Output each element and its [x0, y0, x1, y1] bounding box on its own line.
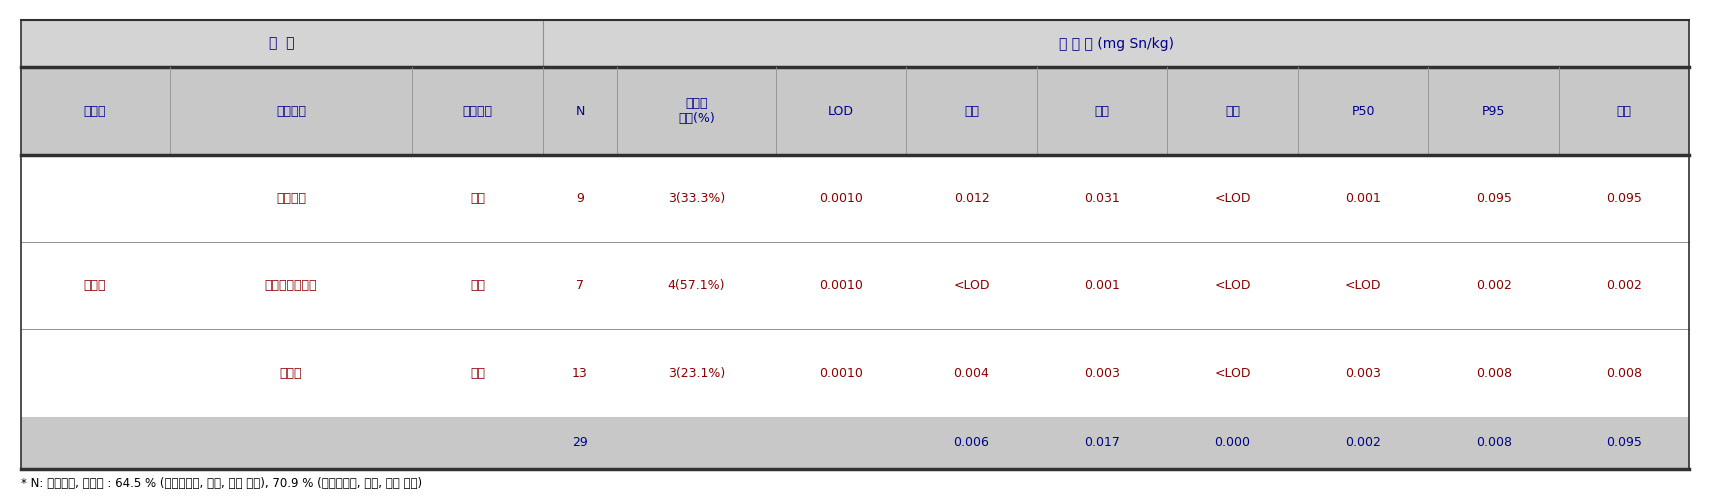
Bar: [21, 20, 1689, 67]
Text: 0.0010: 0.0010: [819, 279, 864, 292]
Text: 4(57.1%): 4(57.1%): [667, 279, 725, 292]
Text: 0.008: 0.008: [1606, 366, 1642, 380]
Text: 0.004: 0.004: [954, 366, 990, 380]
Text: 과메기: 과메기: [280, 366, 303, 380]
Text: 0.095: 0.095: [1606, 192, 1642, 205]
Text: <LOD: <LOD: [1214, 192, 1250, 205]
Bar: [21, 417, 1689, 469]
Text: 최대: 최대: [1616, 104, 1631, 118]
Text: <LOD: <LOD: [1214, 279, 1250, 292]
Text: 0.008: 0.008: [1476, 436, 1512, 450]
Text: 틸라피아: 틸라피아: [275, 192, 306, 205]
Text: 수산물: 수산물: [84, 279, 106, 292]
Text: 29: 29: [573, 436, 588, 450]
Text: 0.001: 0.001: [1084, 279, 1120, 292]
Text: 구  분: 구 분: [268, 36, 294, 51]
Text: 검 출 량 (mg Sn/kg): 검 출 량 (mg Sn/kg): [1058, 36, 1173, 51]
Text: 0.001: 0.001: [1346, 192, 1382, 205]
Text: LOD: LOD: [828, 104, 853, 118]
Text: 0.008: 0.008: [1476, 366, 1512, 380]
Text: 전체: 전체: [470, 192, 486, 205]
Text: <LOD: <LOD: [1344, 279, 1382, 292]
Text: 전체: 전체: [470, 366, 486, 380]
Text: P50: P50: [1351, 104, 1375, 118]
Text: 팩가시우스메기: 팩가시우스메기: [265, 279, 316, 292]
Text: 0.012: 0.012: [954, 192, 990, 205]
Text: 0.003: 0.003: [1084, 366, 1120, 380]
Text: 3(23.1%): 3(23.1%): [669, 366, 725, 380]
Text: 0.003: 0.003: [1346, 366, 1382, 380]
Bar: [21, 329, 1689, 417]
Text: 시험부위: 시험부위: [462, 104, 492, 118]
Text: <LOD: <LOD: [952, 279, 990, 292]
Bar: [21, 67, 1689, 155]
Text: 0.0010: 0.0010: [819, 366, 864, 380]
Text: 식품유형: 식품유형: [275, 104, 306, 118]
Text: <LOD: <LOD: [1214, 366, 1250, 380]
Text: 0.006: 0.006: [954, 436, 990, 450]
Text: 0.0010: 0.0010: [819, 192, 864, 205]
Text: 0.002: 0.002: [1346, 436, 1382, 450]
Text: 3(33.3%): 3(33.3%): [669, 192, 725, 205]
Text: 최소: 최소: [1224, 104, 1240, 118]
Text: 0.002: 0.002: [1476, 279, 1512, 292]
Text: 0.017: 0.017: [1084, 436, 1120, 450]
Text: 평균: 평균: [964, 104, 980, 118]
Text: 13: 13: [573, 366, 588, 380]
Text: 전체: 전체: [470, 279, 486, 292]
Text: P95: P95: [1483, 104, 1505, 118]
Text: * N: 시료건수, 과메기 : 64.5 % (식품성분표, 꾹치, 건조 참조), 70.9 % (식품성분표, 꾹치, 생것 참조): * N: 시료건수, 과메기 : 64.5 % (식품성분표, 꾹치, 건조 참…: [21, 477, 422, 490]
Bar: [21, 242, 1689, 329]
Text: 0.095: 0.095: [1606, 436, 1642, 450]
Text: 식품군: 식품군: [84, 104, 106, 118]
Text: 0.002: 0.002: [1606, 279, 1642, 292]
Text: 불검출
건수(%): 불검출 건수(%): [679, 97, 715, 125]
Text: 0.000: 0.000: [1214, 436, 1250, 450]
Text: 편차: 편차: [1094, 104, 1110, 118]
Bar: [21, 155, 1689, 242]
Text: 0.095: 0.095: [1476, 192, 1512, 205]
Text: 7: 7: [576, 279, 583, 292]
Text: 9: 9: [576, 192, 583, 205]
Text: N: N: [575, 104, 585, 118]
Text: 0.031: 0.031: [1084, 192, 1120, 205]
